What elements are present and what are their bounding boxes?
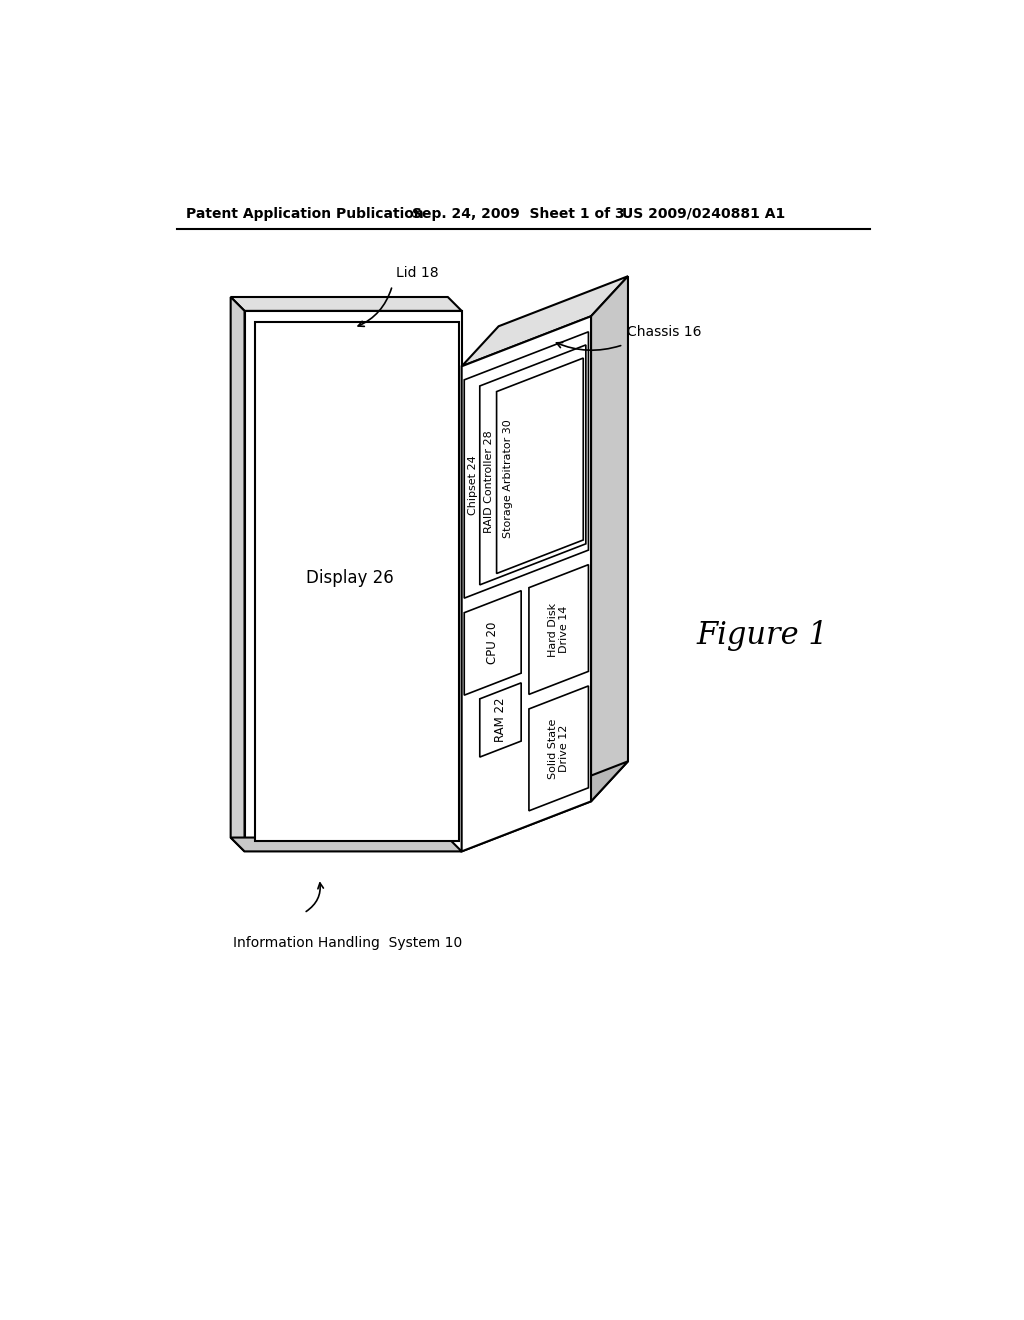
Polygon shape [245, 312, 462, 851]
Polygon shape [464, 590, 521, 696]
Text: Patent Application Publication: Patent Application Publication [186, 207, 424, 220]
Text: RAM 22: RAM 22 [494, 698, 507, 742]
Polygon shape [230, 838, 462, 851]
Text: Hard Disk
Drive 14: Hard Disk Drive 14 [548, 602, 569, 656]
Text: CPU 20: CPU 20 [486, 622, 500, 664]
Polygon shape [480, 345, 586, 585]
Text: Chipset 24: Chipset 24 [468, 455, 478, 515]
Polygon shape [255, 322, 459, 841]
Text: Storage Arbitrator 30: Storage Arbitrator 30 [503, 418, 513, 537]
Polygon shape [591, 276, 628, 801]
Text: Figure 1: Figure 1 [696, 620, 827, 651]
Text: RAID Controller 28: RAID Controller 28 [483, 430, 494, 533]
Polygon shape [529, 565, 589, 694]
Polygon shape [462, 317, 591, 851]
Text: Lid 18: Lid 18 [396, 267, 439, 280]
Polygon shape [464, 331, 589, 598]
Polygon shape [480, 682, 521, 758]
Text: US 2009/0240881 A1: US 2009/0240881 A1 [622, 207, 785, 220]
Polygon shape [529, 686, 589, 810]
Polygon shape [462, 762, 628, 851]
Polygon shape [462, 276, 628, 367]
Text: Solid State
Drive 12: Solid State Drive 12 [548, 718, 569, 779]
Text: Chassis 16: Chassis 16 [628, 325, 701, 339]
Polygon shape [230, 297, 462, 312]
Text: Information Handling  System 10: Information Handling System 10 [233, 936, 462, 950]
Polygon shape [230, 297, 245, 851]
Text: Sep. 24, 2009  Sheet 1 of 3: Sep. 24, 2009 Sheet 1 of 3 [412, 207, 625, 220]
Text: Display 26: Display 26 [306, 569, 394, 587]
Polygon shape [497, 358, 584, 573]
